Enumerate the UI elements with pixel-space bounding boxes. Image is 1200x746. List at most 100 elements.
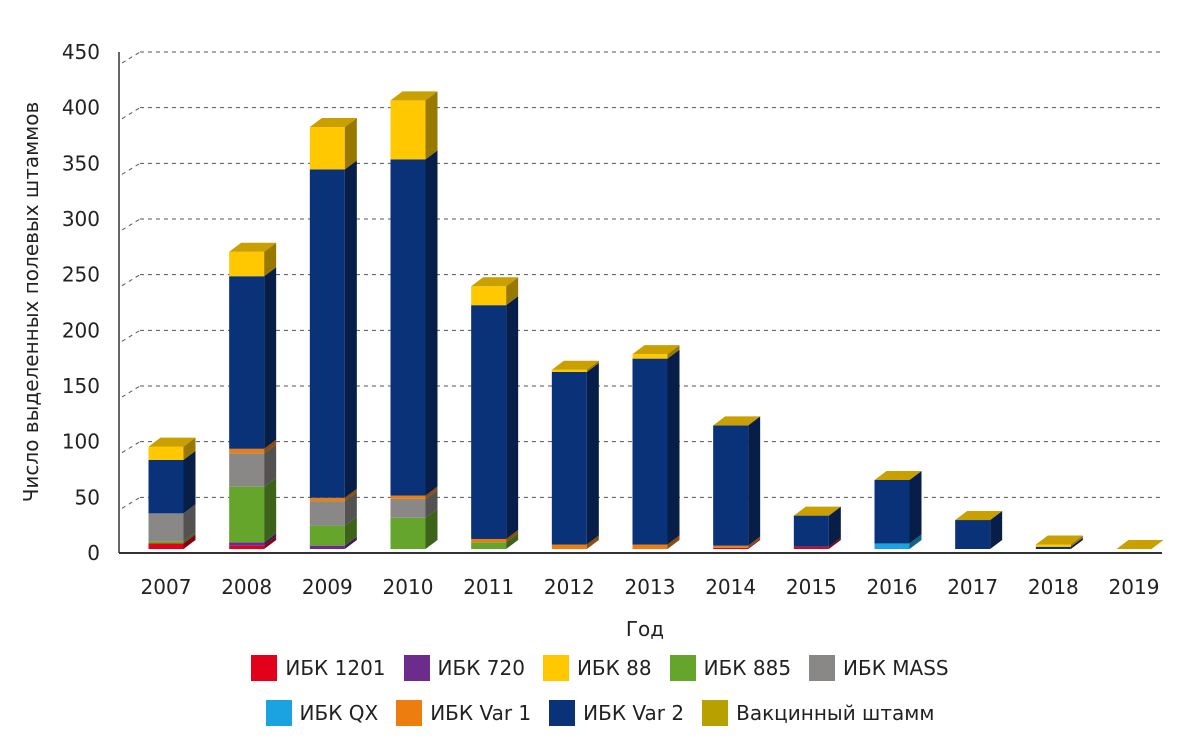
- bar-segment-side: [264, 242, 277, 277]
- x-tick-label: 2019: [1109, 575, 1160, 599]
- bar-segment-side: [586, 362, 599, 545]
- bar-2007: [148, 437, 196, 549]
- legend-row-1: ИБК 1201 ИБК 720 ИБК 88 ИБК 885 ИБК MASS: [0, 655, 1200, 681]
- bar-segment: [551, 544, 587, 549]
- bar-segment: [229, 542, 265, 546]
- bar-segment-side: [344, 160, 357, 498]
- bar-segment-side: [264, 439, 277, 454]
- y-tick-label: 400: [62, 96, 100, 120]
- legend-item: ИБК QX: [265, 700, 378, 726]
- bar-2012: [551, 360, 599, 549]
- bar-segment: [390, 517, 426, 549]
- y-tick-label: 350: [62, 151, 100, 175]
- legend-label: ИБК 885: [703, 656, 792, 680]
- gridline-diagonal: [121, 218, 141, 231]
- legend-swatch: [403, 655, 430, 681]
- bar-segment-side: [344, 118, 357, 170]
- bar-segment: [309, 127, 345, 170]
- bar-segment: [229, 486, 265, 543]
- x-tick-label: 2008: [221, 575, 272, 599]
- bar-segment-side: [1070, 537, 1083, 549]
- y-tick-label: 200: [62, 318, 100, 342]
- legend-item: ИБК Var 2: [549, 700, 684, 726]
- bar-segment: [793, 515, 829, 547]
- bar-top-cap: [793, 506, 841, 516]
- bar-top-cap: [1116, 540, 1164, 549]
- y-tick-label: 250: [62, 263, 100, 287]
- legend-item: ИБК 88: [542, 655, 652, 681]
- y-tick-label: 0: [87, 541, 100, 565]
- y-tick-label: 450: [62, 40, 100, 64]
- bar-top-cap: [148, 437, 196, 447]
- x-axis-label: Год: [626, 617, 664, 640]
- gridline-diagonal: [121, 51, 141, 64]
- bar-segment-side: [828, 537, 841, 549]
- gridline-diagonal: [121, 496, 141, 509]
- x-tick-label: 2013: [625, 575, 676, 599]
- gridline-diagonal: [121, 385, 141, 398]
- bar-segment-side: [425, 91, 438, 160]
- legend-item: ИБК Var 1: [396, 700, 531, 726]
- legend-swatch: [251, 655, 278, 681]
- legend-swatch: [265, 700, 292, 726]
- bar-2008: [229, 242, 277, 549]
- x-tick-label: 2014: [705, 575, 756, 599]
- legend-swatch: [809, 655, 836, 681]
- bar-segment-side: [990, 511, 1003, 549]
- bar-segment-side: [667, 535, 680, 549]
- legend-swatch: [702, 700, 729, 726]
- bar-segment: [309, 545, 345, 549]
- bar-segment: [148, 513, 184, 542]
- bar-segment-side: [506, 296, 519, 539]
- bar-segment-side: [183, 532, 196, 544]
- bar-2010: [390, 91, 438, 549]
- stacked-bar-chart: 0 50 100 150 200 250 300 350 400 450 2007 2008 2009 2…: [19, 40, 1164, 641]
- bar-2013: [632, 345, 680, 549]
- x-tick-label: 2011: [463, 575, 514, 599]
- bar-segment-side: [748, 538, 761, 549]
- bar-segment-side: [506, 529, 519, 543]
- bar-segment: [471, 542, 507, 549]
- gridline-diagonal: [121, 329, 141, 342]
- bar-segment: [874, 543, 910, 549]
- bar-segment-side: [264, 536, 277, 549]
- bar-segment: [955, 520, 991, 549]
- bar-segment-side: [344, 488, 357, 502]
- bar-segment-side: [506, 277, 519, 306]
- bar-segment: [390, 495, 426, 499]
- legend-label: ИБК Var 1: [430, 701, 532, 725]
- bar-2019: [1116, 540, 1164, 549]
- bar-top-cap: [229, 242, 277, 252]
- bar-segment-side: [183, 450, 196, 514]
- bar-segment: [874, 479, 910, 544]
- bar-segment-side: [264, 267, 277, 449]
- bar-segment: [713, 547, 749, 549]
- legend-item: ИБК 885: [669, 655, 792, 681]
- y-tick-label: 300: [62, 207, 100, 231]
- bar-segment: [471, 286, 507, 306]
- bar-top-cap: [390, 91, 438, 101]
- bar-top-cap: [1035, 535, 1083, 545]
- bar-2009: [309, 118, 357, 549]
- y-tick-label: 50: [75, 485, 100, 509]
- bar-segment: [632, 354, 668, 359]
- bar-segment-side: [667, 345, 680, 359]
- gridline-diagonal: [121, 274, 141, 287]
- bar-top-cap: [713, 416, 761, 426]
- bar-top-cap: [955, 511, 1003, 521]
- bar-segment: [148, 543, 184, 549]
- bar-segment-side: [264, 444, 277, 487]
- x-tick-label: 2010: [383, 575, 434, 599]
- bar-2018: [1035, 535, 1083, 549]
- bar-segment: [309, 501, 345, 526]
- legend-item: ИБК MASS: [809, 655, 949, 681]
- bar-segment: [309, 525, 345, 546]
- bar-segment: [229, 545, 265, 549]
- legend-swatch: [396, 700, 423, 726]
- x-tick-label: 2015: [786, 575, 837, 599]
- legend-label: Вакцинный штамм: [736, 701, 935, 725]
- legend-row-2: ИБК QX ИБК Var 1 ИБК Var 2 Вакцинный штамм: [0, 700, 1200, 726]
- bar-segment-side: [748, 416, 761, 546]
- bar-segment: [551, 369, 587, 372]
